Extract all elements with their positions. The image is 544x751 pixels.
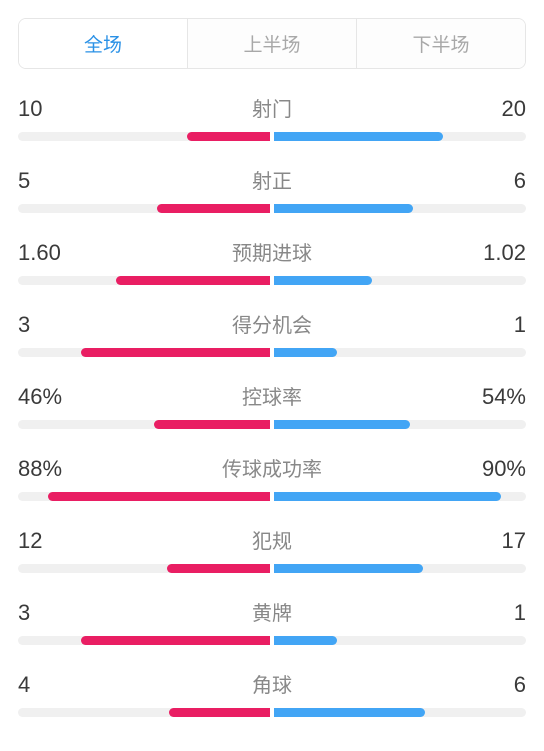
stat-label: 射门 [252,93,292,122]
stat-label: 预期进球 [232,237,312,266]
stat-bar [18,348,526,357]
bar-left-fill [81,636,270,645]
stat-bar [18,204,526,213]
bar-left-fill [48,492,270,501]
stat-value-left: 10 [18,96,42,122]
bar-left-fill [154,420,270,429]
bar-right-fill [274,636,337,645]
bar-left-fill [157,204,270,213]
bar-right-track [274,276,526,285]
stat-value-right: 6 [514,672,526,698]
stat-value-left: 3 [18,600,30,626]
stat-bar [18,276,526,285]
bar-right-fill [274,204,413,213]
bar-left-track [18,708,270,717]
period-tabs: 全场上半场下半场 [18,18,526,69]
bar-right-fill [274,132,443,141]
bar-left-track [18,276,270,285]
bar-right-track [274,132,526,141]
bar-right-track [274,492,526,501]
stat-label: 控球率 [242,381,302,410]
stat-header: 46% 控球率 54% [18,381,526,410]
bar-right-fill [274,276,372,285]
stat-value-right: 6 [514,168,526,194]
stat-header: 88% 传球成功率 90% [18,453,526,482]
stat-row: 10 射门 20 [18,93,526,141]
tab-2[interactable]: 下半场 [357,19,525,68]
bar-right-fill [274,492,501,501]
stat-value-left: 4 [18,672,30,698]
bar-left-track [18,420,270,429]
stat-row: 12 犯规 17 [18,525,526,573]
stat-value-left: 5 [18,168,30,194]
bar-left-fill [81,348,270,357]
bar-right-track [274,636,526,645]
bar-right-track [274,420,526,429]
stat-header: 12 犯规 17 [18,525,526,554]
stat-row: 5 射正 6 [18,165,526,213]
stat-bar [18,708,526,717]
stat-value-left: 1.60 [18,240,61,266]
bar-left-fill [187,132,270,141]
stat-header: 10 射门 20 [18,93,526,122]
bar-right-track [274,564,526,573]
stats-container: 10 射门 20 5 射正 6 1.60 预期进球 1.02 3 得分机会 1 46% 控球率 54% 88%… [18,93,526,717]
stat-label: 射正 [252,165,292,194]
stat-value-left: 12 [18,528,42,554]
stat-label: 得分机会 [232,309,312,338]
bar-left-track [18,492,270,501]
stat-row: 46% 控球率 54% [18,381,526,429]
stat-value-right: 1 [514,312,526,338]
stat-bar [18,636,526,645]
stat-label: 犯规 [252,525,292,554]
stat-value-right: 1 [514,600,526,626]
stat-header: 5 射正 6 [18,165,526,194]
tab-0[interactable]: 全场 [19,19,188,68]
stat-bar [18,492,526,501]
stat-value-left: 46% [18,384,62,410]
stat-bar [18,420,526,429]
stat-header: 1.60 预期进球 1.02 [18,237,526,266]
bar-right-fill [274,420,410,429]
stat-value-right: 1.02 [483,240,526,266]
stat-label: 传球成功率 [222,453,322,482]
bar-right-track [274,348,526,357]
stat-value-left: 88% [18,456,62,482]
stat-bar [18,564,526,573]
stat-value-right: 17 [502,528,526,554]
stat-label: 角球 [252,669,292,698]
bar-left-track [18,636,270,645]
stat-row: 88% 传球成功率 90% [18,453,526,501]
bar-left-track [18,348,270,357]
bar-left-fill [169,708,270,717]
bar-left-track [18,132,270,141]
bar-right-track [274,708,526,717]
bar-right-fill [274,708,425,717]
bar-right-track [274,204,526,213]
bar-right-fill [274,348,337,357]
stat-row: 4 角球 6 [18,669,526,717]
stat-bar [18,132,526,141]
stat-row: 3 黄牌 1 [18,597,526,645]
stat-value-left: 3 [18,312,30,338]
stat-header: 3 得分机会 1 [18,309,526,338]
stat-label: 黄牌 [252,597,292,626]
stat-value-right: 20 [502,96,526,122]
stat-value-right: 54% [482,384,526,410]
bar-left-track [18,204,270,213]
bar-right-fill [274,564,423,573]
bar-left-fill [167,564,270,573]
bar-left-fill [116,276,270,285]
stat-row: 3 得分机会 1 [18,309,526,357]
bar-left-track [18,564,270,573]
stat-header: 3 黄牌 1 [18,597,526,626]
tab-1[interactable]: 上半场 [188,19,357,68]
stat-header: 4 角球 6 [18,669,526,698]
stat-value-right: 90% [482,456,526,482]
stat-row: 1.60 预期进球 1.02 [18,237,526,285]
